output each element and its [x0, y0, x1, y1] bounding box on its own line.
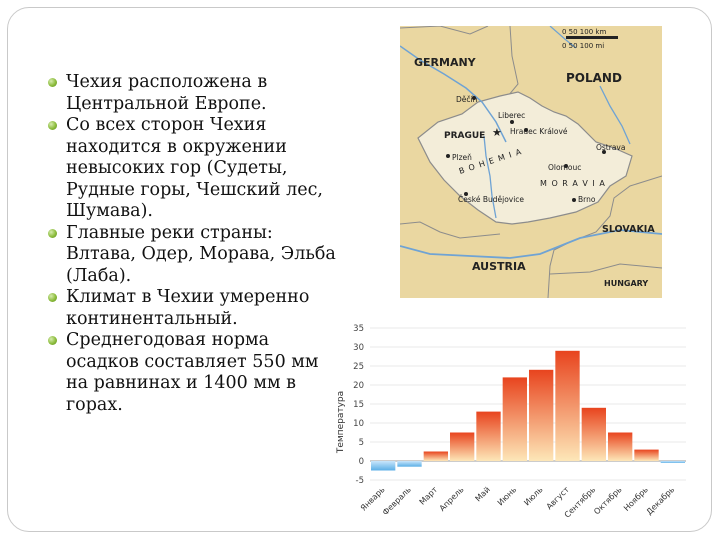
river-oder [599, 85, 631, 145]
label-hungary: HUNGARY [604, 279, 648, 288]
y-tick-label: 35 [353, 324, 364, 334]
temperature-bar [608, 432, 633, 461]
temperature-bar [502, 377, 527, 461]
x-tick-label: Май [474, 485, 492, 503]
temperature-bar [581, 407, 606, 461]
bullet-item: Главные реки страны: Влтава, Одер, Морав… [48, 223, 338, 288]
x-tick-label: Апрель [438, 485, 466, 513]
river-elbe [400, 45, 507, 143]
bullet-text: Среднегодовая норма осадков составляет 5… [66, 330, 319, 415]
temperature-bar [371, 461, 396, 471]
x-tick-label: Июнь [496, 485, 519, 508]
bullet-dot-icon [48, 293, 57, 302]
x-tick-label: Октябрь [592, 485, 624, 517]
river-vltava [483, 135, 497, 219]
capital-star-icon: ★ [492, 126, 502, 139]
bullet-dot-icon [48, 78, 57, 87]
svg-text:Liberec: Liberec [498, 111, 525, 120]
svg-text:Hradec Králové: Hradec Králové [510, 127, 568, 136]
svg-text:Ostrava: Ostrava [596, 143, 625, 152]
map-svg: 0 50 100 km 0 50 100 mi GERMANY POLAND S… [400, 26, 662, 298]
label-germany: GERMANY [414, 56, 477, 69]
y-tick-label: 20 [353, 381, 364, 391]
temperature-bar [555, 350, 580, 461]
temperature-bar [423, 451, 448, 461]
x-tick-label: Март [418, 485, 440, 507]
temperature-bar [450, 432, 475, 461]
temperature-bar [634, 449, 659, 461]
label-austria: AUSTRIA [472, 260, 526, 273]
label-prague: PRAGUE [444, 131, 485, 141]
bullet-text: Со всех сторон Чехия находится в окружен… [66, 115, 323, 221]
svg-text:Olomouc: Olomouc [548, 163, 581, 172]
y-tick-label: 15 [353, 400, 364, 410]
bullet-dot-icon [48, 121, 57, 130]
y-tick-label: 30 [353, 343, 364, 353]
svg-text:České Budějovice: České Budějovice [458, 195, 524, 204]
svg-text:Plzeň: Plzeň [452, 153, 472, 162]
temperature-bar [529, 369, 554, 461]
y-tick-label: 5 [359, 438, 364, 448]
bullet-text: Чехия расположена в Центральной Европе. [66, 72, 268, 114]
label-slovakia: SLOVAKIA [602, 224, 655, 235]
y-tick-label: 0 [359, 457, 364, 467]
label-moravia: M O R A V I A [540, 179, 606, 188]
bullet-item: Климат в Чехии умеренно континентальный. [48, 287, 338, 330]
temperature-bar [397, 461, 422, 467]
bullet-text: Главные реки страны: Влтава, Одер, Морав… [66, 222, 336, 286]
x-tick-label: Июль [522, 485, 545, 508]
map-scale: 0 50 100 km 0 50 100 mi [562, 28, 618, 50]
bullet-item: Среднегодовая норма осадков составляет 5… [48, 330, 338, 416]
bullet-item: Со всех сторон Чехия находится в окружен… [48, 115, 338, 223]
czech-map: 0 50 100 km 0 50 100 mi GERMANY POLAND S… [400, 26, 662, 298]
bullet-dot-icon [48, 228, 57, 238]
svg-text:0 50 100 km: 0 50 100 km [562, 28, 606, 36]
x-tick-label: Август [545, 485, 572, 512]
bullet-text: Климат в Чехии умеренно континентальный. [66, 287, 310, 329]
y-tick-label: 25 [353, 362, 364, 372]
y-tick-label: -5 [356, 476, 364, 486]
y-axis-label: Температура [336, 391, 346, 454]
svg-text:Děčín: Děčín [456, 95, 478, 104]
label-poland: POLAND [566, 71, 622, 85]
temperature-bar [476, 411, 501, 461]
x-tick-label: Декабрь [645, 485, 677, 517]
bullet-item: Чехия расположена в Центральной Европе. [48, 72, 338, 115]
svg-text:0 50 100 mi: 0 50 100 mi [562, 42, 604, 50]
czech-territory [417, 91, 633, 225]
y-tick-label: 10 [353, 419, 364, 429]
x-tick-label: Февраль [381, 485, 413, 517]
svg-text:Brno: Brno [578, 195, 596, 204]
temperature-chart: -5 0 5 10 15 20 25 30 35 Январь Февраль Март Апрель М… [330, 318, 710, 530]
river-danube [400, 229, 662, 259]
bullet-list: Чехия расположена в Центральной Европе. … [48, 72, 338, 416]
bullet-dot-icon [48, 336, 57, 345]
temperature-bar [660, 461, 685, 463]
